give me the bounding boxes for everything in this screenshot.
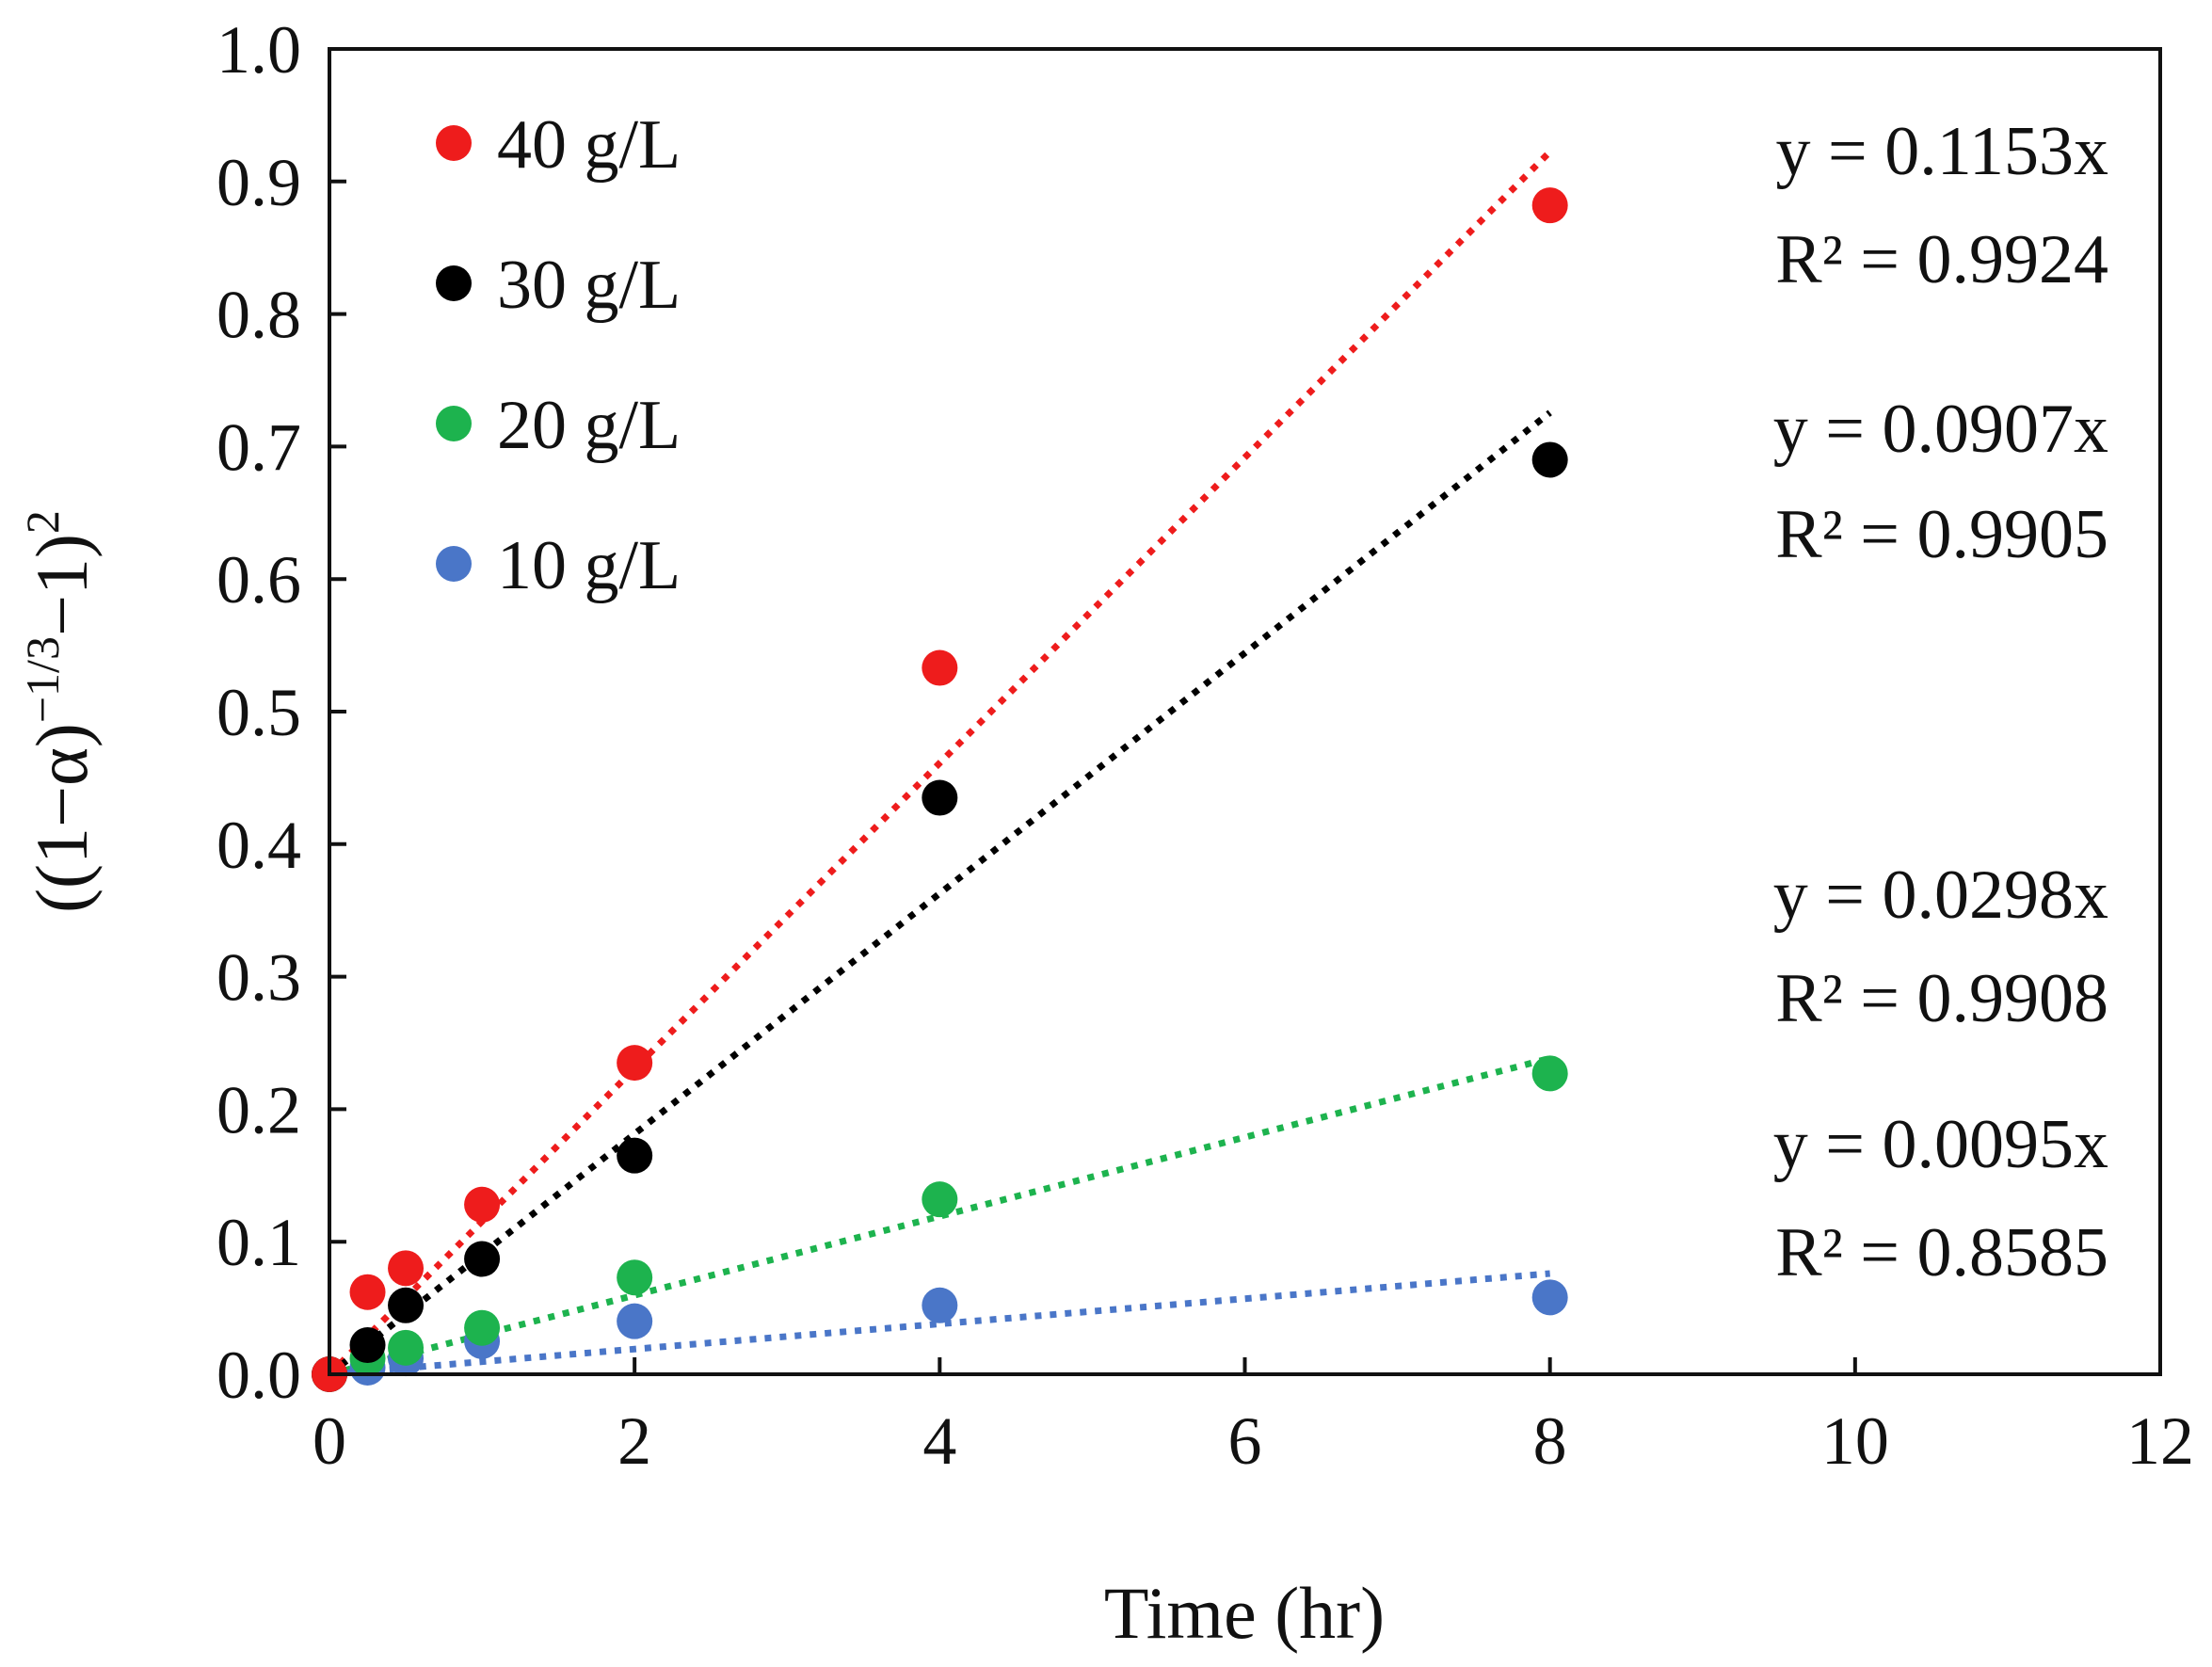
x-tick-label: 8 bbox=[1533, 1403, 1567, 1479]
y-tick-label: 0.9 bbox=[216, 145, 301, 220]
x-tick-label: 0 bbox=[313, 1403, 346, 1479]
x-axis: 0 2 4 6 8 10 12 bbox=[313, 1357, 2194, 1479]
trendline-equations: y = 0.1153x R² = 0.9924 y = 0.0907x R² = 0.… bbox=[1773, 113, 2108, 1291]
data-point-30-g-l bbox=[1531, 441, 1568, 478]
y-tick-label: 1.0 bbox=[216, 12, 301, 88]
data-point-10-g-l bbox=[922, 1287, 958, 1323]
legend-marker bbox=[436, 125, 472, 161]
data-point-30-g-l bbox=[388, 1287, 425, 1323]
legend-marker bbox=[436, 265, 472, 301]
y-axis-title-exponent: −1/3 bbox=[16, 636, 69, 723]
y-axis-title-open: ((1−α) bbox=[21, 723, 103, 913]
legend-marker bbox=[436, 546, 472, 582]
y-tick-label: 0.3 bbox=[216, 940, 301, 1016]
x-tick-label: 10 bbox=[1821, 1403, 1889, 1479]
data-point-40-g-l bbox=[388, 1250, 425, 1287]
trendline-r-squared: R² = 0.8585 bbox=[1775, 1214, 2108, 1291]
data-point-40-g-l bbox=[464, 1186, 501, 1223]
x-tick-label: 6 bbox=[1228, 1403, 1262, 1479]
y-axis-title-power: 2 bbox=[16, 510, 69, 534]
data-point-20-g-l bbox=[1531, 1055, 1568, 1092]
y-tick-label: 0.1 bbox=[216, 1205, 301, 1280]
y-axis-title-middle: −1) bbox=[21, 534, 103, 636]
data-point-40-g-l bbox=[1531, 187, 1568, 224]
legend-marker bbox=[436, 406, 472, 441]
data-point-20-g-l bbox=[922, 1181, 958, 1218]
x-tick-label: 2 bbox=[617, 1403, 651, 1479]
y-tick-label: 0.2 bbox=[216, 1072, 301, 1147]
trendlines bbox=[327, 149, 1553, 1378]
data-point-40-g-l bbox=[617, 1045, 653, 1082]
legend-label: 10 g/L bbox=[497, 527, 681, 604]
y-tick-label: 0.0 bbox=[216, 1338, 301, 1413]
data-point-40-g-l bbox=[922, 649, 958, 686]
x-tick-label: 4 bbox=[922, 1403, 956, 1479]
trendline-equation: y = 0.0298x bbox=[1773, 857, 2108, 934]
data-point-20-g-l bbox=[617, 1259, 653, 1296]
trendline-40-g-l bbox=[327, 149, 1553, 1377]
legend: 40 g/L 30 g/L 20 g/L 10 g/L bbox=[436, 106, 681, 604]
legend-label: 30 g/L bbox=[497, 247, 681, 324]
data-point-30-g-l bbox=[464, 1241, 501, 1277]
data-point-10-g-l bbox=[1531, 1279, 1568, 1316]
data-point-20-g-l bbox=[388, 1329, 425, 1366]
y-tick-label: 0.5 bbox=[216, 675, 301, 750]
legend-label: 40 g/L bbox=[497, 106, 681, 184]
data-point-10-g-l bbox=[617, 1303, 653, 1339]
data-point-30-g-l bbox=[349, 1327, 386, 1364]
trendline-r-squared: R² = 0.9905 bbox=[1775, 496, 2108, 573]
trendline-30-g-l bbox=[327, 409, 1552, 1377]
trendline-r-squared: R² = 0.9924 bbox=[1775, 221, 2108, 298]
y-tick-label: 0.7 bbox=[216, 409, 301, 485]
y-tick-label: 0.4 bbox=[216, 808, 301, 883]
data-point-30-g-l bbox=[617, 1137, 653, 1174]
x-tick-label: 12 bbox=[2126, 1403, 2194, 1479]
x-axis-title: Time (hr) bbox=[1104, 1572, 1385, 1654]
y-axis: 0.0 0.1 0.2 0.3 0.4 0.5 0.6 0.7 0.8 0.9 1.0 bbox=[216, 12, 346, 1413]
data-point-40-g-l bbox=[349, 1274, 386, 1310]
trendline-r-squared: R² = 0.9908 bbox=[1775, 960, 2108, 1037]
data-point-20-g-l bbox=[464, 1309, 501, 1346]
trendline-equation: y = 0.0095x bbox=[1773, 1106, 2108, 1183]
trendline-equation: y = 0.0907x bbox=[1773, 391, 2108, 468]
data-point-30-g-l bbox=[922, 779, 958, 816]
y-tick-label: 0.8 bbox=[216, 278, 301, 353]
trendline-equation: y = 0.1153x bbox=[1776, 113, 2109, 190]
y-tick-label: 0.6 bbox=[216, 542, 301, 617]
legend-label: 20 g/L bbox=[497, 387, 681, 464]
y-axis-title: ((1−α)−1/3−1)2 bbox=[16, 510, 103, 913]
data-points bbox=[312, 187, 1568, 1392]
